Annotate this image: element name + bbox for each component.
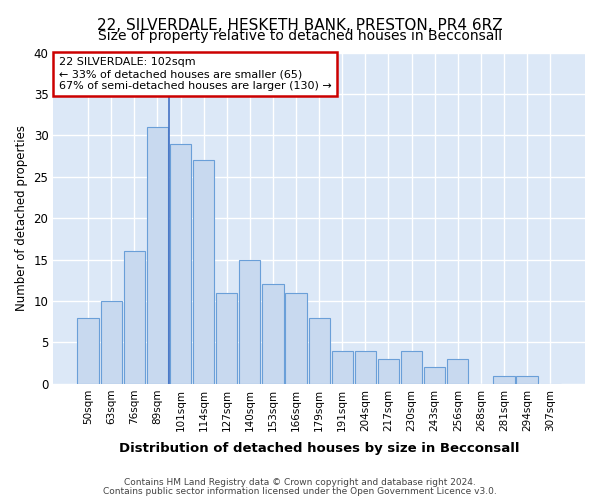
Bar xyxy=(447,359,469,384)
Bar xyxy=(308,318,330,384)
Text: 22 SILVERDALE: 102sqm
← 33% of detached houses are smaller (65)
67% of semi-deta: 22 SILVERDALE: 102sqm ← 33% of detached … xyxy=(59,58,331,90)
Bar xyxy=(401,351,422,384)
Bar xyxy=(77,318,99,384)
Bar xyxy=(286,293,307,384)
Text: 22, SILVERDALE, HESKETH BANK, PRESTON, PR4 6RZ: 22, SILVERDALE, HESKETH BANK, PRESTON, P… xyxy=(97,18,503,32)
Bar xyxy=(239,260,260,384)
Text: Contains public sector information licensed under the Open Government Licence v3: Contains public sector information licen… xyxy=(103,487,497,496)
Bar xyxy=(216,293,238,384)
Bar xyxy=(378,359,399,384)
Bar xyxy=(124,252,145,384)
Bar xyxy=(424,368,445,384)
Bar xyxy=(101,301,122,384)
Bar xyxy=(170,144,191,384)
Bar xyxy=(332,351,353,384)
Bar xyxy=(517,376,538,384)
Bar xyxy=(193,160,214,384)
Bar xyxy=(493,376,515,384)
Bar xyxy=(147,127,168,384)
Bar xyxy=(262,284,284,384)
X-axis label: Distribution of detached houses by size in Becconsall: Distribution of detached houses by size … xyxy=(119,442,520,455)
Y-axis label: Number of detached properties: Number of detached properties xyxy=(15,125,28,311)
Text: Size of property relative to detached houses in Becconsall: Size of property relative to detached ho… xyxy=(98,29,502,43)
Bar xyxy=(355,351,376,384)
Text: Contains HM Land Registry data © Crown copyright and database right 2024.: Contains HM Land Registry data © Crown c… xyxy=(124,478,476,487)
